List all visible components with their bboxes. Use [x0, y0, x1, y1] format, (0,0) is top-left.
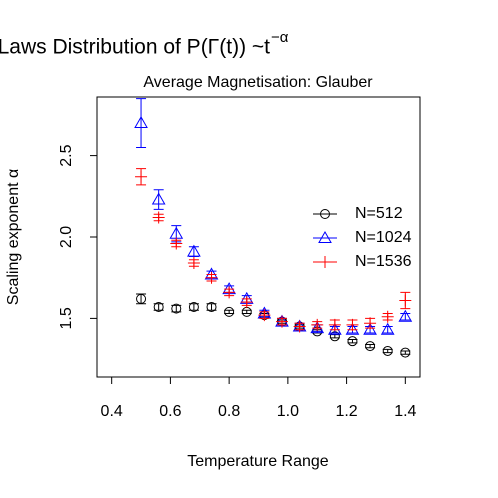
point	[187, 257, 200, 270]
point	[345, 322, 360, 335]
error-bar	[136, 98, 147, 148]
point	[380, 322, 395, 335]
point	[399, 294, 412, 307]
x-tick-label: 1.2	[335, 403, 357, 420]
y-tick-label: 2.5	[58, 144, 75, 166]
legend-label: N=1536	[355, 253, 412, 270]
legend-label: N=512	[355, 205, 403, 222]
x-tick-label: 0.6	[159, 403, 181, 420]
point	[258, 309, 271, 322]
error-bar	[224, 309, 235, 315]
point	[206, 302, 217, 312]
point	[364, 317, 377, 330]
point	[171, 303, 182, 314]
error-bar	[347, 339, 358, 344]
point	[327, 322, 342, 335]
chart-subtitle: Average Magnetisation: Glauber	[143, 74, 373, 91]
y-axis-label: Scaling exponent α	[5, 169, 22, 305]
point	[205, 271, 218, 284]
error-bar	[382, 348, 393, 354]
x-axis-label: Temperature Range	[187, 453, 329, 470]
point	[347, 336, 358, 347]
legend-marker	[320, 209, 330, 219]
point	[363, 322, 377, 335]
point	[188, 302, 199, 312]
point	[311, 318, 324, 331]
point	[170, 237, 183, 250]
point	[240, 296, 253, 309]
error-bar	[400, 350, 411, 355]
error-bar	[400, 313, 411, 321]
point	[310, 321, 325, 334]
error-bar	[241, 309, 252, 315]
point	[328, 318, 341, 331]
point	[365, 341, 376, 352]
chart-title-superscript: −α	[271, 29, 289, 46]
point	[293, 320, 306, 333]
point	[223, 286, 236, 299]
point	[381, 310, 394, 323]
point	[398, 309, 413, 322]
point	[153, 302, 164, 312]
x-tick-label: 0.4	[101, 403, 123, 420]
y-tick-label: 1.5	[58, 307, 75, 329]
point	[135, 170, 148, 183]
point	[400, 347, 411, 358]
x-tick-label: 0.8	[218, 403, 240, 420]
point	[275, 315, 288, 328]
x-tick-label: 1.0	[277, 403, 299, 420]
legend-marker	[319, 256, 331, 268]
y-tick-label: 2.0	[58, 226, 75, 248]
point	[136, 293, 147, 304]
x-tick-label: 1.4	[394, 403, 416, 420]
point	[134, 116, 148, 129]
legend-label: N=1024	[355, 229, 412, 246]
point	[224, 306, 235, 317]
point	[152, 211, 165, 224]
error-bar	[365, 343, 376, 349]
chart-title: Power−Laws Distribution of P(Γ(t)) ~t	[0, 36, 270, 59]
error-bar	[382, 326, 393, 334]
point	[346, 318, 359, 331]
point	[382, 345, 393, 356]
point	[187, 244, 201, 257]
point	[151, 192, 166, 205]
legend-marker	[318, 230, 332, 243]
